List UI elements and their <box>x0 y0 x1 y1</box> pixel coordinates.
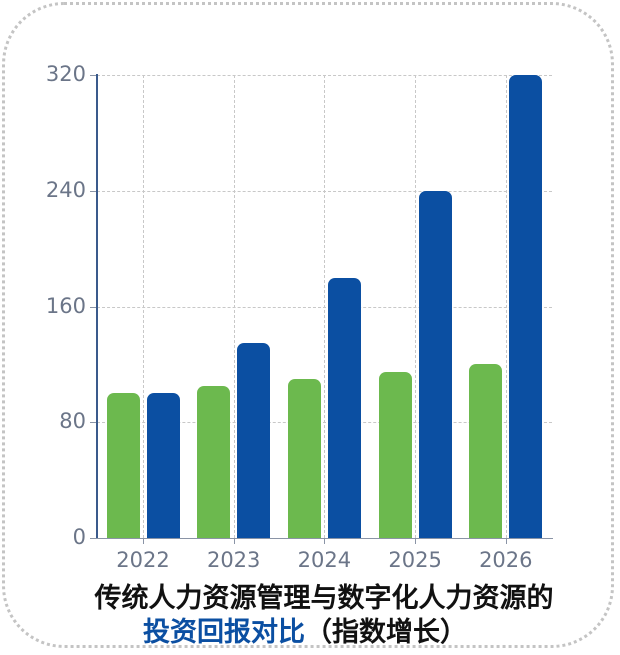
y-tick-label: 0 <box>72 525 86 549</box>
x-tick-label: 2024 <box>297 548 352 572</box>
y-tick-label: 160 <box>45 293 86 318</box>
chart-title-line2: 投资回报对比（指数增长） <box>0 616 615 650</box>
v-gridline <box>415 75 417 538</box>
y-tick-label: 240 <box>45 177 86 202</box>
y-tick-label: 320 <box>45 62 86 86</box>
x-tick-label: 2022 <box>116 548 170 572</box>
y-tick <box>90 75 96 76</box>
bar-digital <box>418 190 452 538</box>
bar-digital <box>146 393 180 538</box>
x-tick-label: 2026 <box>479 548 533 572</box>
x-tick <box>505 538 507 544</box>
y-tick <box>90 538 96 539</box>
x-tick-label: 2025 <box>388 548 442 572</box>
bar-traditional <box>197 386 231 538</box>
v-gridline <box>143 75 144 538</box>
v-gridline <box>505 75 507 538</box>
v-gridline <box>324 75 326 538</box>
v-gridline <box>233 75 235 538</box>
x-axis <box>96 538 553 539</box>
chart-title-highlight: 投资回报对比 <box>143 617 305 648</box>
x-tick <box>415 538 417 544</box>
bar-traditional <box>469 364 503 538</box>
x-tick <box>324 538 326 544</box>
dotted-frame <box>2 2 614 648</box>
y-tick-label: 80 <box>59 409 86 434</box>
y-axis <box>96 74 98 539</box>
y-tick <box>90 306 96 308</box>
chart-title-line1: 传统人力资源管理与数字化人力资源的 <box>94 583 554 614</box>
bar-traditional <box>287 378 321 538</box>
bar-traditional <box>378 371 412 538</box>
y-tick <box>90 422 96 424</box>
x-tick-label: 2023 <box>206 548 261 572</box>
x-tick <box>143 538 144 544</box>
bar-digital <box>237 342 271 538</box>
bar-digital <box>327 277 361 538</box>
bar-traditional <box>106 393 140 538</box>
chart-title-suffix: （指数增长） <box>305 617 467 648</box>
y-tick <box>90 190 96 192</box>
bar-digital <box>509 75 543 538</box>
x-tick <box>233 538 235 544</box>
